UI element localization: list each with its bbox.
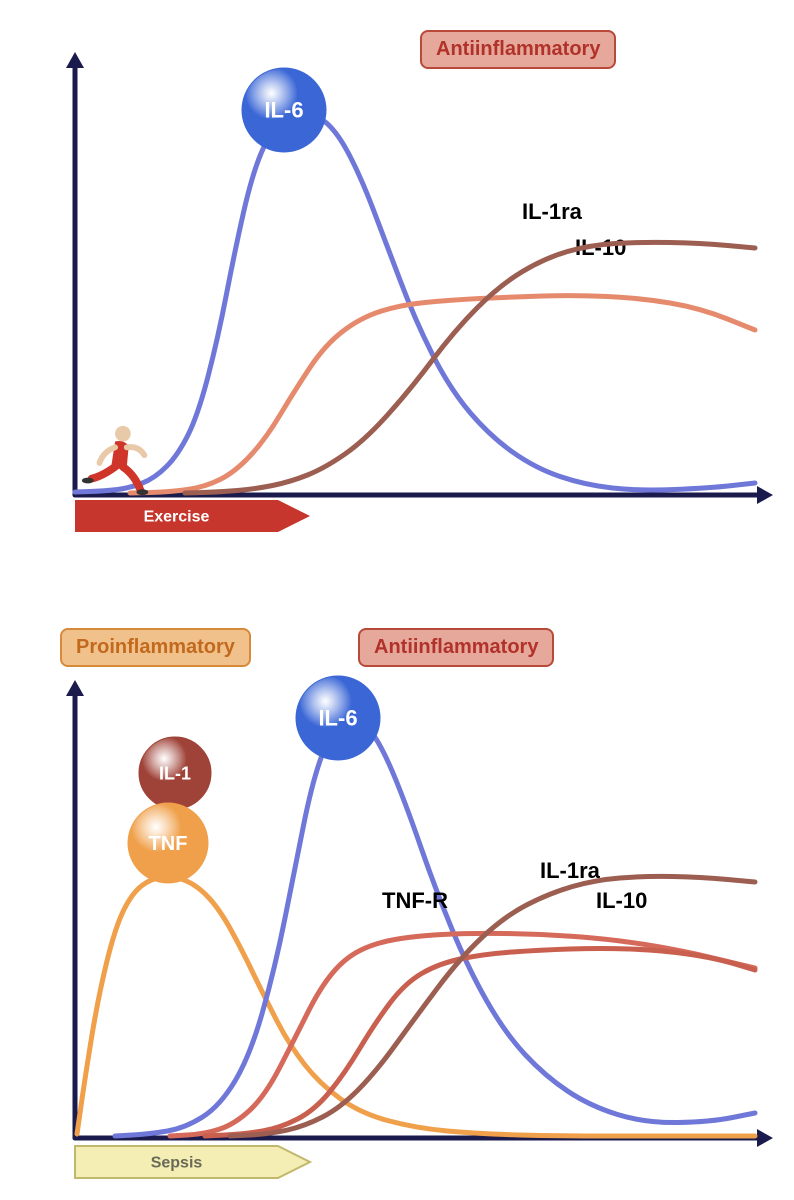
top-chart-panel: Antiinflammatory IL-10IL-1raIL-6Exercise [20, 20, 774, 550]
floor-arrow-label: Sepsis [151, 1155, 203, 1172]
top-chart-svg: IL-10IL-1raIL-6Exercise [20, 20, 774, 550]
curve-il-6 [115, 718, 755, 1136]
curve-tnf [77, 877, 755, 1136]
label-tnf-r: TNF-R [382, 888, 448, 913]
bottom-chart-panel: Proinflammatory Antiinflammatory TNF-RIL… [20, 618, 774, 1178]
floor-arrow-label: Exercise [144, 509, 210, 526]
label-il-1ra: IL-1ra [522, 199, 583, 224]
runner-icon [82, 426, 148, 495]
il6-circle-label: IL-6 [318, 706, 357, 731]
curve-il-10 [130, 296, 755, 493]
label-il-10: IL-10 [596, 888, 647, 913]
tnf-circle-label: TNF [149, 833, 188, 855]
il6-circle-label: IL-6 [264, 98, 303, 123]
curve-il-1ra [185, 242, 755, 493]
il1-circle-label: IL-1 [159, 763, 191, 783]
bottom-chart-svg: TNF-R IL-10 IL-1ra IL-6 IL-1 TNF Sepsis [20, 618, 774, 1178]
label-il-1ra: IL-1ra [540, 858, 601, 883]
